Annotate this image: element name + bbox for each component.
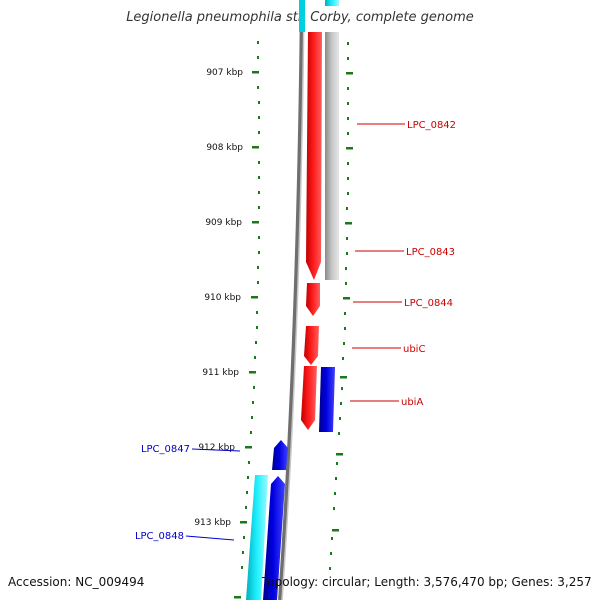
- inner-tick-track: [241, 41, 260, 569]
- gray-feature-band: [325, 32, 339, 280]
- tick-label: 908 kbp: [206, 143, 243, 153]
- cyan-feature-top-right: [325, 0, 339, 6]
- gene-label-lpc0848: LPC_0848: [135, 531, 184, 542]
- gene-arrow-ubic: [304, 326, 319, 365]
- gene-arrow-lpc0848: [263, 476, 285, 600]
- cyan-feature-top-left: [299, 0, 305, 32]
- tick-label: 910 kbp: [204, 293, 241, 303]
- genome-summary-text: Topology: circular; Length: 3,576,470 bp…: [262, 575, 592, 589]
- gene-arrow-ubia: [301, 366, 317, 430]
- tick-label: 911 kbp: [202, 368, 239, 378]
- gene-label-lpc0844: LPC_0844: [404, 298, 453, 309]
- outer-major-ticks: [332, 72, 353, 532]
- gene-label-lpc0843: LPC_0843: [406, 247, 455, 258]
- gene-box-blue-right: [319, 367, 335, 432]
- scale-labels: 907 kbp 908 kbp 909 kbp 910 kbp 911 kbp …: [194, 68, 243, 528]
- tick-label: 913 kbp: [194, 518, 231, 528]
- outer-tick-track: [329, 42, 349, 570]
- cyan-feature-lower: [246, 475, 268, 600]
- gene-labels: LPC_0842 LPC_0843 LPC_0844 ubiC ubiA LPC…: [135, 120, 456, 542]
- backbone-ring: [278, 0, 304, 600]
- backbone-ring-highlight: [281, 0, 305, 600]
- gene-label-lpc0842: LPC_0842: [407, 120, 456, 131]
- gene-leader-lines: [185, 123, 405, 541]
- tick-label: 907 kbp: [206, 68, 243, 78]
- gene-arrow-lpc0844: [306, 283, 320, 316]
- tick-label: 912 kbp: [198, 443, 235, 453]
- gene-label-ubia: ubiA: [401, 397, 423, 408]
- gene-label-lpc0847: LPC_0847: [141, 444, 190, 455]
- tick-label: 909 kbp: [205, 218, 242, 228]
- inner-major-ticks: [234, 71, 259, 599]
- accession-text: Accession: NC_009494: [8, 575, 145, 589]
- gene-arrow-lpc0847: [272, 440, 288, 470]
- gene-arrow-lpc0842: [306, 32, 322, 280]
- gene-label-ubic: ubiC: [403, 344, 425, 355]
